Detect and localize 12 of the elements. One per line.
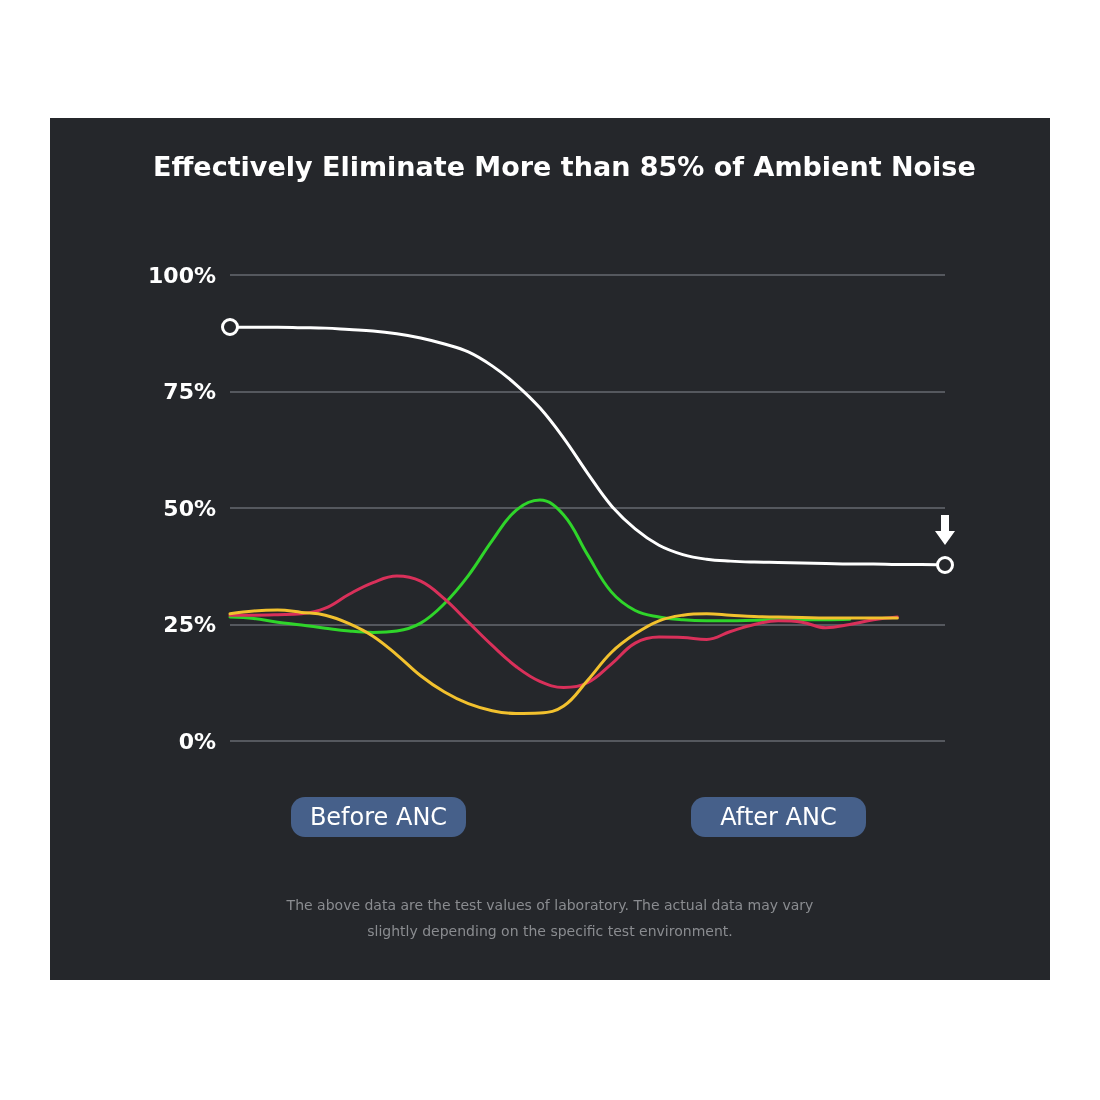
text: After ANC (691, 797, 866, 837)
y-tick-label: 0% (178, 728, 216, 754)
text: The above data are the test values of laboratory. The actual data may vary slightly depending on the specific test environment. (285, 896, 815, 941)
chart-title: Effectively Eliminate More than 85% of Ambient Noise (153, 151, 976, 182)
y-tick-label: 100% (148, 262, 216, 288)
y-tick-label: 50% (163, 495, 216, 521)
line-series (228, 574, 899, 689)
text: Before ANC (291, 797, 466, 837)
line-series (228, 608, 899, 716)
line-series (228, 498, 852, 634)
y-tick-label: 25% (163, 612, 216, 637)
y-tick-label: 75% (163, 379, 216, 404)
